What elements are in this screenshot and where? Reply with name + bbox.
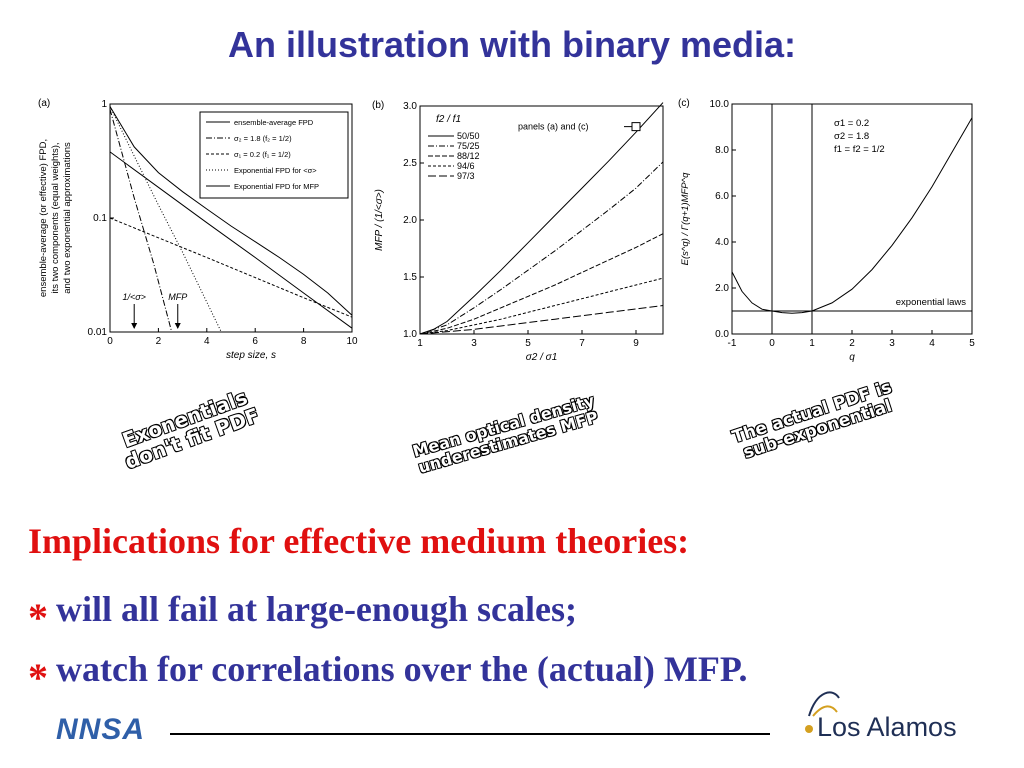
x-tick-label: 7 bbox=[579, 338, 585, 349]
series-line-3 bbox=[419, 233, 664, 335]
annotation-label: panels (a) and (c) bbox=[518, 122, 589, 132]
x-tick-label: 6 bbox=[252, 336, 258, 347]
legend-label: Exponential FPD for <σ> bbox=[234, 166, 317, 175]
legend-label: 88/12 bbox=[457, 151, 480, 161]
y-axis-label: E(s^q) / Γ(q+1)MFP^q bbox=[680, 172, 691, 265]
legend-label: 97/3 bbox=[457, 171, 475, 181]
annotation-label: MFP bbox=[168, 292, 187, 302]
y-tick-label: 8.0 bbox=[715, 145, 729, 156]
y-tick-label: 10.0 bbox=[710, 99, 730, 110]
x-tick-label: 9 bbox=[633, 338, 639, 349]
los-alamos-text: Los Alamos bbox=[817, 712, 957, 742]
y-axis-label-line: and two exponential approximations bbox=[62, 142, 73, 294]
caption-a: Exonentials don't fit PDF bbox=[119, 384, 263, 474]
chart-panel-a: (a) 0 2 4 6 8 10 1 0.1 0.01 step size, s ensemble-a… bbox=[38, 98, 358, 361]
y-axis-label: MFP / (1/<σ>) bbox=[374, 189, 385, 251]
bullet-marker: * bbox=[28, 595, 48, 640]
y-tick-label: 4.0 bbox=[715, 237, 729, 248]
annotation-arrowhead bbox=[174, 323, 181, 329]
y-tick-label: 2.5 bbox=[403, 158, 417, 169]
x-tick-label: 4 bbox=[929, 338, 935, 349]
bullet-text: watch for correlations over the (actual)… bbox=[56, 649, 748, 689]
x-tick-label: 5 bbox=[525, 338, 531, 349]
series-line-1 bbox=[419, 102, 664, 335]
y-axis-label-line: its two components (equal weights), bbox=[50, 142, 61, 293]
chart-panel-b: (b) 1 3 5 7 9 1.0 1.5 2.0 2.5 3.0 σ2 / σ1 MFP / (1/<… bbox=[372, 100, 664, 363]
footer-divider bbox=[170, 733, 770, 735]
los-alamos-logo: Los Alamos bbox=[805, 691, 957, 743]
legend-label: ensemble-average FPD bbox=[234, 118, 314, 127]
y-tick-label: 0.0 bbox=[715, 329, 729, 340]
y-tick-label: 2.0 bbox=[403, 215, 417, 226]
y-tick-label: 6.0 bbox=[715, 191, 729, 202]
x-tick-label: 1 bbox=[809, 338, 815, 349]
parameter-label: f1 = f2 = 1/2 bbox=[834, 144, 885, 155]
x-tick-label: 3 bbox=[471, 338, 477, 349]
x-tick-label: 0 bbox=[107, 336, 113, 347]
y-tick-label: 1.0 bbox=[403, 329, 417, 340]
panel-label: (c) bbox=[678, 98, 690, 109]
annotation-label: exponential laws bbox=[896, 297, 966, 308]
y-tick-label: 0.1 bbox=[93, 213, 107, 224]
parameter-label: σ1 = 0.2 bbox=[834, 118, 869, 129]
panel-label: (a) bbox=[38, 98, 50, 109]
y-tick-label: 0.01 bbox=[88, 327, 108, 338]
los-alamos-swoosh-icon bbox=[808, 691, 840, 717]
legend-label: 75/25 bbox=[457, 141, 480, 151]
x-tick-label: 5 bbox=[969, 338, 975, 349]
x-tick-label: 10 bbox=[346, 336, 358, 347]
legend-label: 50/50 bbox=[457, 131, 480, 141]
panel-label: (b) bbox=[372, 100, 384, 111]
bullet-2: * watch for correlations over the (actual… bbox=[28, 644, 748, 700]
y-axis-label-line: ensemble-average (or effective) FPD, bbox=[38, 139, 49, 297]
x-tick-label: 2 bbox=[156, 336, 162, 347]
slide-title: An illustration with binary media: bbox=[227, 24, 797, 65]
x-axis-label: step size, s bbox=[226, 350, 276, 361]
y-tick-label: 1 bbox=[101, 99, 107, 110]
x-tick-label: 3 bbox=[889, 338, 895, 349]
caption-c: The actual PDF is sub-exponential bbox=[729, 377, 895, 464]
y-tick-label: 3.0 bbox=[403, 101, 417, 112]
caption-b: Mean optical density underestimates MFP bbox=[410, 390, 601, 477]
series-line-4 bbox=[109, 106, 222, 333]
bullet-text: will all fail at large-enough scales; bbox=[56, 589, 577, 629]
x-tick-label: 0 bbox=[769, 338, 775, 349]
series-line-4 bbox=[419, 277, 664, 335]
x-axis-label: q bbox=[849, 352, 855, 363]
legend-title: f2 / f1 bbox=[436, 114, 461, 125]
x-tick-label: 1 bbox=[417, 338, 423, 349]
x-axis-label: σ2 / σ1 bbox=[526, 352, 558, 363]
series-line-5 bbox=[109, 151, 353, 329]
annotation-marker bbox=[631, 122, 641, 132]
nnsa-logo: NNSA bbox=[56, 713, 146, 746]
x-tick-label: 4 bbox=[204, 336, 210, 347]
y-tick-label: 1.5 bbox=[403, 272, 417, 283]
series-line-1 bbox=[109, 106, 353, 316]
implications-heading: Implications for effective medium theori… bbox=[28, 521, 690, 561]
y-tick-label: 2.0 bbox=[715, 283, 729, 294]
series-line-5 bbox=[419, 305, 664, 335]
x-tick-label: 2 bbox=[849, 338, 855, 349]
series-line-2 bbox=[419, 161, 664, 335]
legend-label: σ₁ = 0.2 (f₁ = 1/2) bbox=[234, 150, 291, 159]
bullet-marker: * bbox=[28, 655, 48, 700]
x-tick-label: -1 bbox=[728, 338, 737, 349]
legend-box bbox=[199, 111, 349, 199]
parameter-label: σ2 = 1.8 bbox=[834, 131, 869, 142]
legend-label: σ₂ = 1.8 (f₂ = 1/2) bbox=[234, 134, 292, 143]
bullet-1: * will all fail at large-enough scales; bbox=[28, 584, 577, 640]
chart-panel-c: (c) -1 0 1 2 3 4 5 0.0 2.0 4.0 6.0 8.0 10.0 q E(s^q) / … bbox=[678, 98, 975, 363]
annotation-arrowhead bbox=[131, 323, 138, 329]
x-tick-label: 8 bbox=[301, 336, 307, 347]
series-line-3 bbox=[109, 217, 353, 318]
legend-label: Exponential FPD for MFP bbox=[234, 182, 319, 191]
legend-label: 94/6 bbox=[457, 161, 475, 171]
annotation-label: 1/<σ> bbox=[122, 292, 145, 302]
los-alamos-dot-icon bbox=[805, 724, 813, 733]
series-line-2 bbox=[109, 109, 173, 333]
